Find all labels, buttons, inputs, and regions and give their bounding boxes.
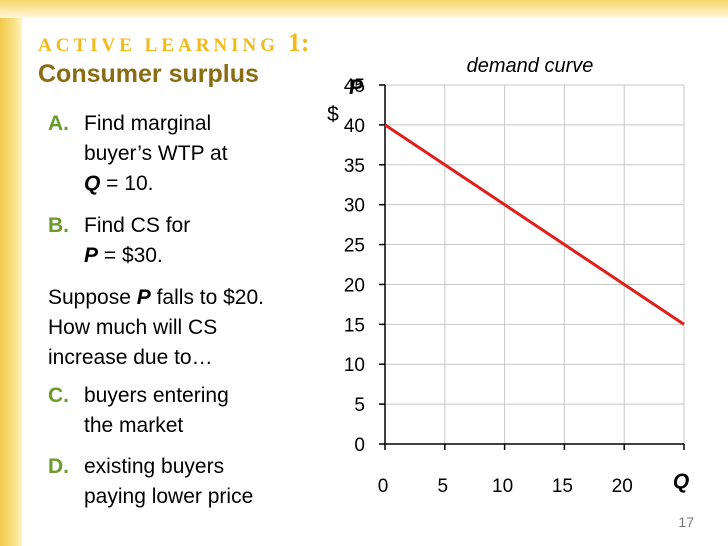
y-tick-label: 10 xyxy=(344,355,365,376)
question-c: C. buyers entering the market xyxy=(48,381,229,441)
question-a-line2: buyer’s WTP at xyxy=(84,142,228,165)
question-c-line1: buyers entering xyxy=(84,384,229,407)
question-d-line1: existing buyers xyxy=(84,455,225,478)
x-tick-label: 20 xyxy=(612,476,633,497)
question-b-letter: B. xyxy=(48,214,69,237)
y-tick-label: 15 xyxy=(344,315,365,336)
y-tick-label: 45 xyxy=(344,76,365,97)
slide-heading: ACTIVE LEARNING 1: xyxy=(38,28,310,57)
x-tick-label: 5 xyxy=(438,476,449,497)
y-tick-label: 40 xyxy=(344,116,365,137)
question-c-letter: C. xyxy=(48,384,69,407)
y-tick-label: 25 xyxy=(344,236,365,257)
y-axis-unit: $ xyxy=(327,103,339,126)
x-tick-label: 15 xyxy=(552,476,573,497)
suppose-line1: Suppose P falls to $20. xyxy=(48,286,264,309)
suppose-text: Suppose P falls to $20. How much will CS… xyxy=(48,283,264,373)
x-tick-label: 0 xyxy=(378,476,389,497)
question-a-line3: Q = 10. xyxy=(84,172,154,195)
x-axis-label: Q xyxy=(673,470,689,493)
page-number: 17 xyxy=(678,514,694,530)
decorative-top-bar xyxy=(0,0,728,18)
decorative-left-bar xyxy=(0,0,22,546)
demand-curve-line xyxy=(384,123,685,326)
question-a-line1: Find marginal xyxy=(84,112,212,135)
y-tick-label: 30 xyxy=(344,196,365,217)
question-b-line2: P = $30. xyxy=(84,244,163,267)
question-b-line1: Find CS for xyxy=(84,214,191,237)
question-b: B. Find CS for P = $30. xyxy=(48,211,190,271)
y-tick-label: 20 xyxy=(344,275,365,296)
question-d: D. existing buyers paying lower price xyxy=(48,452,253,512)
question-d-line2: paying lower price xyxy=(84,485,254,508)
y-axis-label: P xyxy=(349,76,364,99)
question-d-letter: D. xyxy=(48,455,69,478)
y-tick-label: 35 xyxy=(344,156,365,177)
y-tick-label: 5 xyxy=(354,395,365,416)
question-a: A. Find marginal buyer’s WTP at Q = 10. xyxy=(48,109,228,199)
y-tick-label: 0 xyxy=(354,435,365,456)
suppose-line2: How much will CS xyxy=(48,316,218,339)
suppose-line3: increase due to… xyxy=(48,346,213,369)
x-tick-label: 10 xyxy=(492,476,513,497)
question-c-line2: the market xyxy=(84,414,184,437)
slide-subheading: Consumer surplus xyxy=(38,60,259,88)
question-a-letter: A. xyxy=(48,112,69,135)
chart-title: demand curve xyxy=(467,55,594,77)
